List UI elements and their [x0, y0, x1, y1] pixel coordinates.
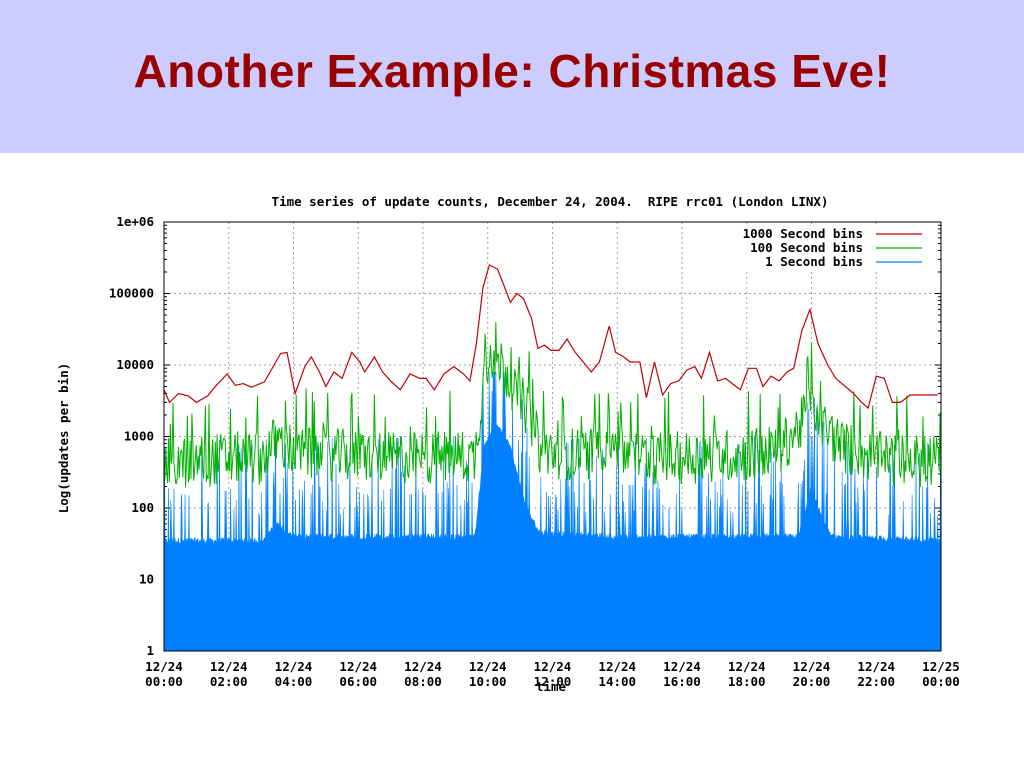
y-tick-label: 10 — [139, 572, 154, 587]
x-tick-label-time: 00:00 — [922, 674, 960, 689]
y-axis-title: Log(updates per bin) — [56, 363, 71, 514]
x-tick-label-time: 04:00 — [275, 674, 313, 689]
x-tick-label-date: 12/24 — [793, 659, 831, 674]
x-tick-label-time: 00:00 — [145, 674, 183, 689]
x-tick-label-date: 12/24 — [534, 659, 572, 674]
x-tick-label-time: 22:00 — [857, 674, 895, 689]
y-tick-label: 10000 — [116, 357, 154, 372]
series-layer — [163, 264, 942, 652]
x-tick-label-date: 12/24 — [857, 659, 895, 674]
x-tick-label-date: 12/24 — [210, 659, 248, 674]
x-tick-label-date: 12/24 — [663, 659, 701, 674]
x-tick-label-date: 12/24 — [469, 659, 507, 674]
legend-label: 100 Second bins — [750, 240, 863, 255]
x-tick-label-date: 12/25 — [922, 659, 960, 674]
y-tick-label: 1 — [146, 643, 154, 658]
y-tick-label: 100000 — [109, 286, 154, 301]
x-tick-label-time: 16:00 — [663, 674, 701, 689]
x-tick-label-time: 20:00 — [793, 674, 831, 689]
x-tick-label-date: 12/24 — [339, 659, 377, 674]
x-tick-label-time: 08:00 — [404, 674, 442, 689]
x-tick-label-date: 12/24 — [145, 659, 183, 674]
x-axis-title: time — [536, 679, 567, 694]
legend-label: 1000 Second bins — [743, 226, 863, 241]
slide-title: Another Example: Christmas Eve! — [133, 45, 891, 97]
series-1-second-bins — [163, 371, 942, 652]
y-tick-label: 1000 — [124, 429, 154, 444]
x-tick-label-time: 02:00 — [210, 674, 248, 689]
x-tick-label-date: 12/24 — [728, 659, 766, 674]
x-tick-label-time: 06:00 — [339, 674, 377, 689]
x-tick-label-time: 14:00 — [598, 674, 636, 689]
y-tick-label: 100 — [131, 500, 154, 515]
series-1000-second-bins — [163, 264, 938, 410]
chart-title: Time series of update counts, December 2… — [272, 194, 829, 209]
y-tick-label: 1e+06 — [116, 214, 154, 229]
plot-frame — [163, 221, 942, 652]
legend-label: 1 Second bins — [765, 254, 863, 269]
x-tick-label-time: 12:00 — [534, 674, 572, 689]
axes-labels: 1101001000100001000001e+0612/2400:0012/2… — [109, 214, 960, 689]
x-tick-label-date: 12/24 — [598, 659, 636, 674]
x-tick-label-time: 10:00 — [469, 674, 507, 689]
x-tick-label-time: 18:00 — [728, 674, 766, 689]
x-tick-label-date: 12/24 — [275, 659, 313, 674]
x-tick-label-date: 12/24 — [404, 659, 442, 674]
series-100-second-bins — [163, 321, 942, 488]
slide-header: Another Example: Christmas Eve! — [0, 0, 1024, 153]
